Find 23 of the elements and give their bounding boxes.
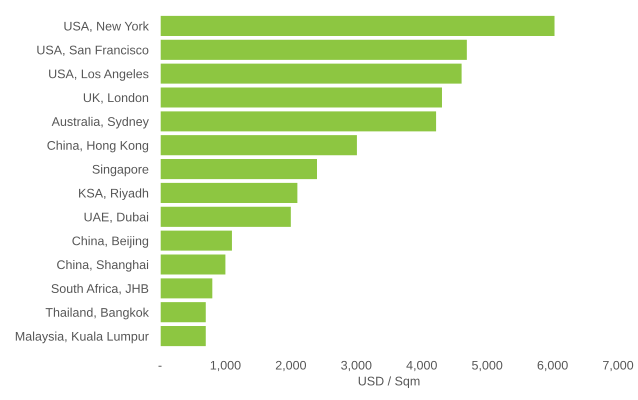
y-tick-label: Singapore: [92, 164, 148, 176]
x-tick-label: 3,000: [341, 360, 372, 372]
y-tick-label: Thailand, Bangkok: [46, 308, 149, 320]
y-tick-label: USA, Los Angeles: [49, 69, 148, 81]
x-tick-label: 7,000: [603, 360, 634, 372]
y-tick-label: China, Hong Kong: [47, 140, 148, 152]
x-tick-label: -: [158, 366, 162, 367]
x-tick-label: 2,000: [276, 360, 306, 372]
x-tick-label: 5,000: [472, 360, 502, 372]
y-tick-label: Australia, Sydney: [52, 116, 149, 128]
x-tick-label: 4,000: [406, 360, 437, 372]
y-tick-label: China, Shanghai: [57, 260, 148, 272]
y-tick-label: South Africa, JHB: [52, 284, 148, 294]
x-axis-title: USD / Sqm: [358, 376, 420, 388]
y-tick-label: KSA, Riyadh: [79, 188, 148, 200]
y-tick-label: Malaysia, Kuala Lumpur: [16, 332, 149, 344]
y-tick-label: UK, London: [84, 92, 148, 104]
y-tick-label: China, Beijing: [72, 236, 148, 248]
y-tick-label: UAE, Dubai: [84, 212, 148, 223]
y-tick-label: USA, New York: [64, 21, 149, 32]
y-tick-label: USA, San Francisco: [37, 45, 148, 56]
x-tick-label: 1,000: [210, 360, 241, 372]
x-tick-label: 6,000: [538, 360, 568, 372]
